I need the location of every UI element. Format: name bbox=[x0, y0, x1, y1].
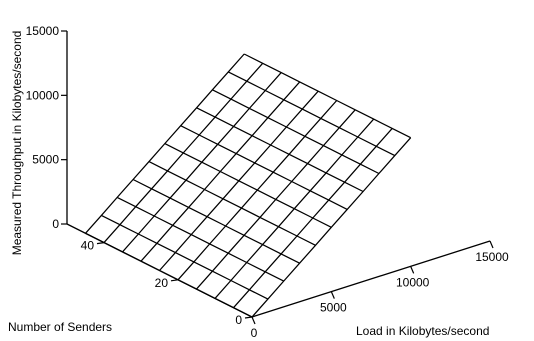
y-axis-line bbox=[66, 223, 253, 318]
mesh-line-load-3000 bbox=[132, 178, 300, 264]
x-tick-mark bbox=[410, 266, 415, 274]
x-axis-title: Load in Kilobytes/second bbox=[356, 324, 489, 338]
x-tick-label: 0 bbox=[251, 326, 258, 340]
y-tick-mark bbox=[244, 316, 253, 319]
axis-labels: Measured Throughput in Kilobytes/second … bbox=[8, 24, 509, 340]
z-tick-label: 10000 bbox=[26, 88, 60, 102]
z-tick-label: 5000 bbox=[32, 153, 59, 167]
y-tick-label: 0 bbox=[235, 313, 242, 327]
y-tick-label: 40 bbox=[81, 239, 95, 253]
x-tick-mark bbox=[489, 240, 494, 249]
y-axis-title: Number of Senders bbox=[8, 320, 112, 334]
z-axis-title: Measured Throughput in Kilobytes/second bbox=[10, 31, 24, 256]
mesh-line-load-1000 bbox=[101, 214, 269, 300]
x-tick-mark bbox=[251, 316, 256, 325]
y-tick-label: 20 bbox=[155, 276, 169, 290]
mesh-line-load-6000 bbox=[180, 125, 348, 210]
surface-mesh bbox=[85, 53, 412, 318]
z-tick-label: 15000 bbox=[26, 24, 60, 38]
mesh-line-load-10000 bbox=[243, 53, 411, 139]
x-axis-line bbox=[251, 240, 491, 318]
chart-axes bbox=[61, 30, 494, 325]
y-tick-mark bbox=[96, 242, 105, 245]
mesh-line-load-5000 bbox=[164, 143, 332, 228]
mesh-line-load-9000 bbox=[228, 71, 396, 157]
mesh-line-senders-0 bbox=[251, 137, 412, 318]
x-tick-label: 10000 bbox=[396, 275, 430, 289]
mesh-line-load-2000 bbox=[116, 196, 284, 282]
x-tick-label: 15000 bbox=[475, 250, 509, 264]
x-tick-label: 5000 bbox=[320, 301, 347, 315]
mesh-line-load-7000 bbox=[196, 107, 364, 193]
x-tick-mark bbox=[330, 291, 335, 299]
y-tick-mark bbox=[170, 279, 179, 282]
mesh-line-load-8000 bbox=[212, 89, 380, 175]
mesh-line-load-4000 bbox=[148, 161, 316, 246]
z-tick-label: 0 bbox=[52, 217, 59, 231]
